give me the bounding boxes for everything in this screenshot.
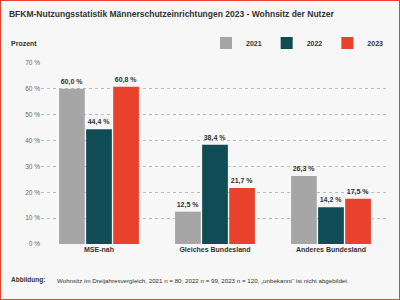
svg-text:70 %: 70 %: [25, 59, 40, 66]
svg-text:14,2 %: 14,2 %: [320, 196, 343, 204]
svg-text:Abbildung:: Abbildung:: [11, 276, 45, 284]
svg-text:60,8 %: 60,8 %: [115, 76, 138, 84]
svg-text:2022: 2022: [307, 40, 323, 47]
svg-text:2023: 2023: [367, 40, 383, 47]
svg-text:BFKM-Nutzungsstatistik Männers: BFKM-Nutzungsstatistik Männerschutzeinri…: [9, 9, 334, 19]
svg-text:Anderes Bundesland: Anderes Bundesland: [296, 246, 366, 253]
svg-text:21,7 %: 21,7 %: [231, 177, 254, 185]
svg-text:60,0 %: 60,0 %: [61, 78, 84, 86]
svg-text:26,3 %: 26,3 %: [293, 165, 316, 173]
svg-text:20 %: 20 %: [25, 189, 40, 196]
svg-text:38,4 %: 38,4 %: [204, 134, 227, 142]
svg-text:17,5 %: 17,5 %: [347, 188, 370, 196]
svg-text:0 %: 0 %: [29, 240, 40, 247]
svg-text:60 %: 60 %: [25, 85, 40, 92]
svg-text:Wohnsitz im Dreijahresvergleic: Wohnsitz im Dreijahresvergleich, 2021 n …: [57, 277, 347, 284]
svg-text:50 %: 50 %: [25, 111, 40, 118]
svg-text:Gleiches Bundesland: Gleiches Bundesland: [179, 246, 250, 253]
svg-text:Prozent: Prozent: [11, 40, 37, 47]
svg-text:12,5 %: 12,5 %: [177, 201, 200, 209]
svg-text:44,4 %: 44,4 %: [88, 118, 111, 126]
svg-text:30 %: 30 %: [25, 163, 40, 170]
svg-text:2021: 2021: [246, 40, 262, 47]
svg-text:40 %: 40 %: [25, 137, 40, 144]
svg-text:MSE-nah: MSE-nah: [84, 246, 114, 253]
svg-text:10 %: 10 %: [25, 214, 40, 221]
